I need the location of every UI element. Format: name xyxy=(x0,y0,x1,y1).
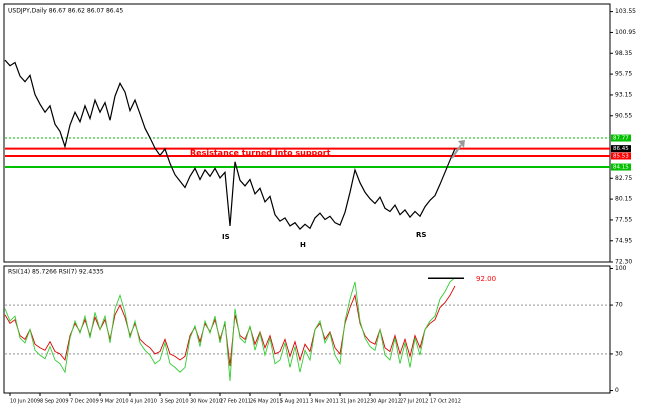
level-tag-label: 86.45 xyxy=(613,146,629,152)
y-tick-label: 82.75 xyxy=(615,175,632,182)
y-tick-label: 100 xyxy=(615,265,627,272)
level-tag xyxy=(611,134,631,142)
rsi-panel xyxy=(3,265,611,394)
x-tick-label: 10 Jun 2009 xyxy=(10,399,40,405)
y-tick-label: 77.55 xyxy=(615,216,632,223)
x-tick-label: 4 Jun 2010 xyxy=(130,399,157,405)
level-tag xyxy=(611,152,631,160)
x-tick-label: 3 Nov 2011 xyxy=(310,399,339,405)
arrow-head xyxy=(458,140,465,148)
price-title: USDJPY,Daily 86.67 86.62 86.07 86.45 xyxy=(8,8,123,15)
y-tick-label: 90.55 xyxy=(615,112,632,119)
rsi-level-label: 92.00 xyxy=(476,275,496,283)
x-tick-label: 30 Nov 2010 xyxy=(190,399,222,405)
y-tick-label: 103.55 xyxy=(615,8,636,15)
y-tick-label: 95.75 xyxy=(615,71,632,78)
rsi-title: RSI(14) 85.7266 RSI(7) 92.4335 xyxy=(8,269,104,276)
x-tick-label: 31 Jan 2012 xyxy=(340,399,370,405)
y-tick-label: 72.30 xyxy=(615,259,632,266)
series-line xyxy=(4,277,456,381)
x-tick-label: 3 Sep 2010 xyxy=(160,399,189,405)
y-tick-label: 93.15 xyxy=(615,91,632,98)
series-line xyxy=(4,59,456,230)
x-tick-label: 17 Oct 2012 xyxy=(430,399,461,405)
annotation: H xyxy=(300,241,306,249)
level-tag xyxy=(611,163,631,171)
x-tick-label: 26 May 2011 xyxy=(250,399,283,405)
annotation: RS xyxy=(416,231,426,239)
annotation: Resistance turned into support xyxy=(190,149,331,158)
price-panel xyxy=(3,3,611,263)
plot-layer: 103.55 100.95 98.35 95.75 93.15 90.55 82.75 80.… xyxy=(4,8,636,405)
x-tick-label: 30 Apr 2012 xyxy=(370,399,401,405)
x-tick-label: 8 Sep 2009 xyxy=(40,399,69,405)
y-tick-label: 0 xyxy=(615,387,619,394)
y-tick-label: 98.35 xyxy=(615,50,632,57)
arrow-shaft xyxy=(451,144,462,159)
y-tick-label: 80.15 xyxy=(615,196,632,203)
x-tick-label: 27 Jul 2012 xyxy=(400,399,428,405)
x-tick-label: 9 Mar 2010 xyxy=(100,399,129,405)
x-tick-label: 5 Aug 2011 xyxy=(280,399,309,405)
level-tag-label: 87.77 xyxy=(613,136,629,142)
y-tick-label: 74.95 xyxy=(615,237,632,244)
level-tag-label: 85.53 xyxy=(613,153,629,159)
y-tick-label: 70 xyxy=(615,302,623,309)
annotation: IS xyxy=(222,233,230,241)
y-tick-label: 30 xyxy=(615,350,623,357)
x-tick-label: 7 Dec 2009 xyxy=(70,399,99,405)
level-tag-label: 84.15 xyxy=(613,165,629,171)
level-tag xyxy=(611,145,631,153)
y-tick-label: 100.95 xyxy=(615,29,636,36)
x-tick-label: 27 Feb 2011 xyxy=(220,399,251,405)
